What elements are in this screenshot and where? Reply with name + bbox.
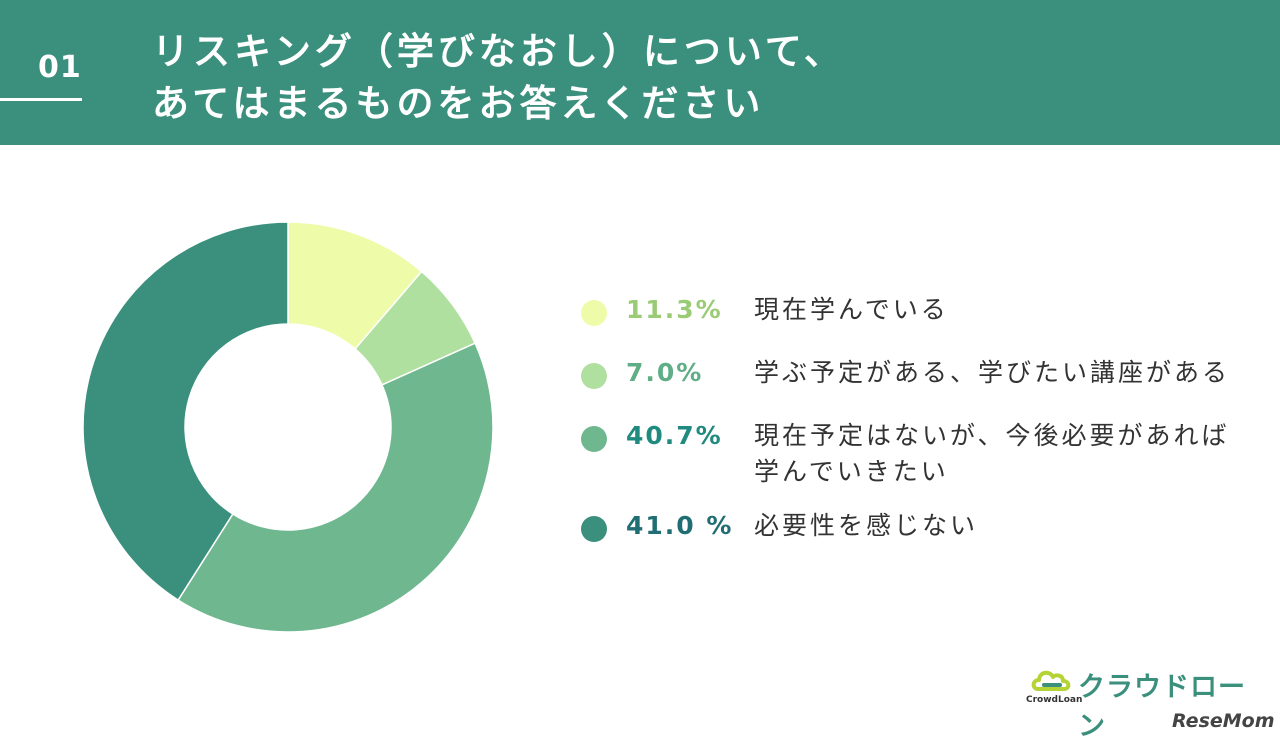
legend-label-2: 現在予定はないが、今後必要があれば 学んでいきたい [754, 418, 1230, 490]
brand-name: クラウドローン [1078, 672, 1246, 742]
question-title-line-1: リスキング（学びなおし）について、 [152, 30, 845, 73]
question-title: リスキング（学びなおし）について、 あてはまるものをお答えください [152, 26, 1252, 130]
legend-label-0-line-1: 現在学んでいる [754, 295, 949, 324]
question-title-line-2: あてはまるものをお答えください [152, 82, 765, 125]
legend-percent-2: 40.7% [626, 421, 723, 450]
legend-label-1-line-1: 学ぶ予定がある、学びたい講座がある [754, 358, 1231, 387]
legend-percent-1: 7.0% [626, 358, 704, 387]
header-banner: 01 リスキング（学びなおし）について、 あてはまるものをお答えください [0, 0, 1280, 145]
legend-label-1: 学ぶ予定がある、学びたい講座がある [754, 355, 1230, 391]
watermark: ReseMom [1172, 710, 1275, 732]
legend-label-0: 現在学んでいる [754, 292, 949, 328]
legend-swatch-3 [581, 516, 607, 542]
legend-label-2-line-1: 現在予定はないが、今後必要があれば [754, 421, 1230, 450]
legend-swatch-0 [581, 300, 607, 326]
question-number-underline [0, 98, 82, 101]
brand-subtitle: CrowdLoan [1026, 695, 1083, 705]
cloud-icon [1031, 670, 1071, 691]
legend-swatch-1 [581, 363, 607, 389]
question-number: 01 [38, 50, 82, 85]
donut-slice-2 [177, 342, 494, 633]
legend-percent-0: 11.3% [626, 295, 723, 324]
brand-logo: クラウドローン CrowdLoan [1026, 665, 1270, 742]
legend-percent-3: 41.0 % [626, 511, 734, 540]
legend-label-3: 必要性を感じない [754, 508, 978, 544]
legend-label-3-line-1: 必要性を感じない [754, 511, 979, 540]
donut-slice-3 [82, 221, 289, 602]
legend-swatch-2 [581, 426, 607, 452]
legend-label-2-line-2: 学んでいきたい [754, 457, 949, 486]
donut-chart [82, 221, 494, 633]
